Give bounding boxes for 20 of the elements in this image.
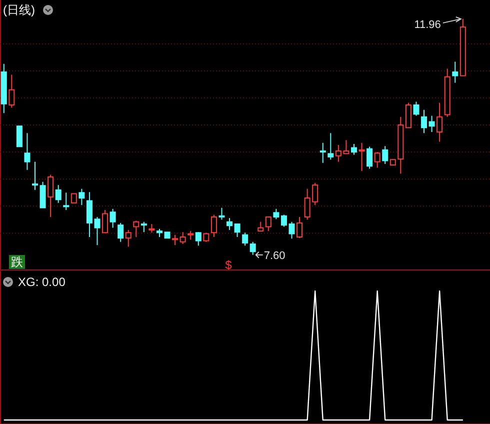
candlestick: [358, 142, 365, 172]
candlestick: [55, 184, 62, 204]
annotation: 7.60: [264, 250, 286, 262]
candlestick: [382, 146, 388, 164]
candlestick: [32, 161, 38, 190]
annotation: 跌: [11, 255, 23, 269]
annotation: 11.96: [414, 18, 441, 31]
candlestick: [86, 192, 92, 238]
candlestick: [413, 101, 420, 116]
candlestick: [24, 132, 30, 170]
candlestick: [226, 218, 233, 230]
candlestick: [421, 109, 428, 134]
candlestick: [63, 192, 70, 210]
annotation: $: [225, 258, 232, 272]
candlestick: [452, 61, 458, 84]
candlestick: [320, 142, 326, 164]
candlestick: [436, 102, 443, 142]
chart-title: (日线): [3, 3, 35, 17]
chart-title: XG: 0.00: [18, 275, 66, 289]
candlestick: [0, 63, 7, 114]
